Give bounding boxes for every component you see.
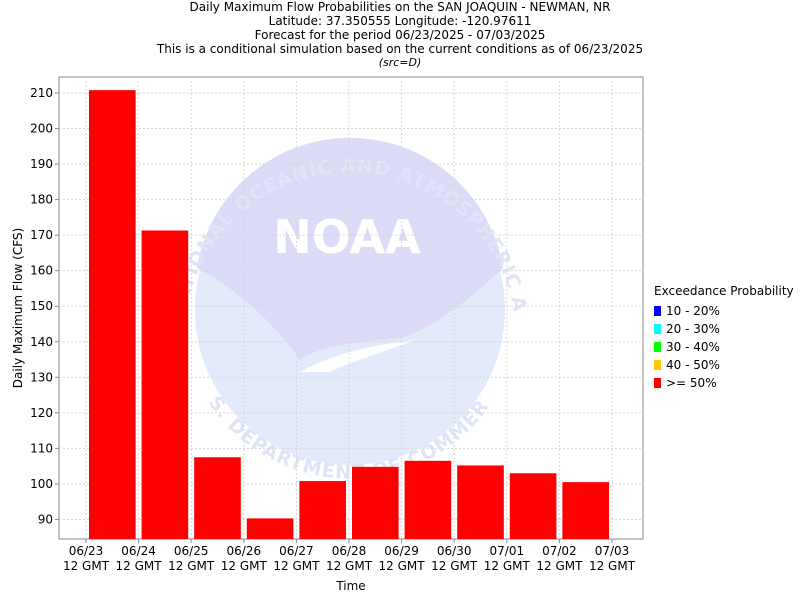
legend-label: 10 - 20% <box>666 304 720 318</box>
bar <box>562 482 609 539</box>
x-tick-time-label: 12 GMT <box>536 559 583 573</box>
x-tick-date-label: 07/02 <box>542 544 577 558</box>
y-tick-label: 190 <box>30 157 53 171</box>
x-tick-date-label: 06/28 <box>332 544 367 558</box>
noaa-logo-text: NOAA <box>273 210 421 264</box>
legend-item-40-50: 40 - 50% <box>654 356 794 374</box>
legend-swatch <box>654 324 661 334</box>
x-tick-time-label: 12 GMT <box>273 559 320 573</box>
x-tick-date-label: 06/29 <box>384 544 419 558</box>
x-tick-time-label: 12 GMT <box>484 559 531 573</box>
bar <box>194 457 241 539</box>
y-tick-label: 140 <box>30 335 53 349</box>
legend: Exceedance Probability 10 - 20% 20 - 30%… <box>654 284 794 392</box>
legend-item-10-20: 10 - 20% <box>654 302 794 320</box>
location-line: Latitude: 37.350555 Longitude: -120.9761… <box>268 14 532 28</box>
legend-label: 30 - 40% <box>666 340 720 354</box>
bars <box>89 90 609 539</box>
x-tick-time-label: 12 GMT <box>431 559 478 573</box>
x-tick-date-label: 06/23 <box>69 544 104 558</box>
x-tick-time-label: 12 GMT <box>379 559 426 573</box>
legend-swatch <box>654 306 661 316</box>
x-axis-title: Time <box>335 579 365 593</box>
x-tick-time-label: 12 GMT <box>63 559 110 573</box>
x-tick-date-label: 06/24 <box>121 544 156 558</box>
x-tick-time-label: 12 GMT <box>589 559 636 573</box>
y-tick-label: 170 <box>30 228 53 242</box>
y-tick-label: 110 <box>30 441 53 455</box>
bar <box>141 230 189 539</box>
x-tick-time-label: 12 GMT <box>168 559 215 573</box>
bar <box>89 90 136 539</box>
legend-item-30-40: 30 - 40% <box>654 338 794 356</box>
y-tick-label: 90 <box>38 512 53 526</box>
y-tick-label: 120 <box>30 406 53 420</box>
legend-swatch <box>654 360 661 370</box>
chart-header: Daily Maximum Flow Probabilities on the … <box>0 0 800 70</box>
source-label: (src=D) <box>378 56 422 69</box>
simulation-note-line: This is a conditional simulation based o… <box>156 42 644 56</box>
legend-swatch <box>654 342 661 352</box>
bar <box>299 481 346 539</box>
x-tick-date-label: 06/26 <box>227 544 262 558</box>
y-tick-label: 210 <box>30 86 53 100</box>
chart-title: Daily Maximum Flow Probabilities on the … <box>189 0 611 14</box>
bar <box>352 466 399 539</box>
legend-item-20-30: 20 - 30% <box>654 320 794 338</box>
y-tick-label: 100 <box>30 477 53 491</box>
noaa-seal-wave <box>300 340 415 372</box>
legend-swatch <box>654 378 661 388</box>
forecast-period-line: Forecast for the period 06/23/2025 - 07/… <box>254 28 546 42</box>
x-tick-time-label: 12 GMT <box>116 559 163 573</box>
x-tick-date-label: 06/25 <box>174 544 209 558</box>
x-tick-time-label: 12 GMT <box>326 559 373 573</box>
y-tick-label: 150 <box>30 299 53 313</box>
y-tick-label: 180 <box>30 193 53 207</box>
legend-item-50-plus: >= 50% <box>654 374 794 392</box>
legend-label: 40 - 50% <box>666 358 720 372</box>
y-axis-ticks: 90 100 110 120 130 140 150 160 170 180 190 200 210 <box>30 86 59 526</box>
y-tick-label: 130 <box>30 370 53 384</box>
y-tick-label: 200 <box>30 122 53 136</box>
x-tick-time-label: 12 GMT <box>221 559 268 573</box>
y-axis-title: Daily Maximum Flow (CFS) <box>11 228 25 388</box>
y-tick-label: 160 <box>30 264 53 278</box>
bar <box>457 465 504 539</box>
x-tick-date-label: 06/27 <box>279 544 314 558</box>
noaa-seal-upper <box>197 137 503 360</box>
x-tick-date-label: 06/30 <box>437 544 472 558</box>
legend-label: >= 50% <box>666 376 717 390</box>
bar <box>509 473 557 539</box>
legend-title: Exceedance Probability <box>654 284 794 298</box>
x-tick-date-label: 07/03 <box>595 544 630 558</box>
bar <box>404 460 452 539</box>
x-tick-date-label: 07/01 <box>490 544 525 558</box>
legend-label: 20 - 30% <box>666 322 720 336</box>
bar <box>246 518 294 539</box>
